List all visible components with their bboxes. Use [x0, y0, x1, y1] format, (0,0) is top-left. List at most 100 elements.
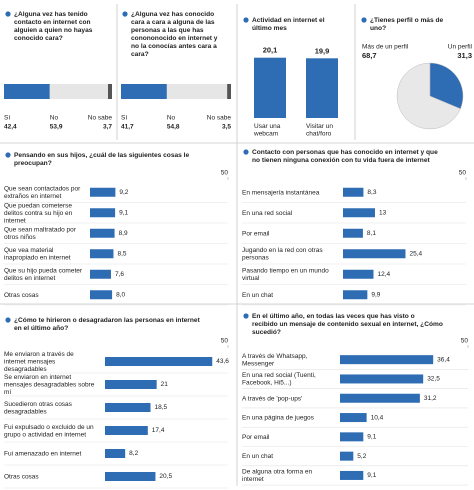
legend-label: No sabe	[88, 115, 113, 122]
bar	[340, 451, 354, 461]
value-label: 5,2	[357, 453, 366, 460]
value-label: 41,7	[121, 124, 134, 131]
value-label: 43,6	[216, 358, 229, 365]
bar	[343, 269, 374, 279]
dividers	[0, 4, 474, 486]
category-label: Que sean maltratado por otros niños	[4, 226, 78, 241]
bar	[306, 58, 338, 118]
bar	[340, 413, 367, 423]
bar-segment	[121, 84, 167, 99]
value-label: 13	[379, 209, 387, 216]
category-label: En un chat	[242, 453, 273, 460]
category-label: A través de 'pop-ups'	[242, 395, 302, 402]
x-tick-label: 50	[221, 170, 229, 177]
value-label: 3,7	[103, 124, 112, 131]
value-label: 8,5	[117, 250, 126, 257]
legend-label: Sí	[4, 115, 10, 122]
category-label: Otras cosas	[4, 291, 39, 298]
legend-label: Sí	[121, 115, 127, 122]
bar	[90, 228, 115, 238]
value-label: 12,4	[378, 271, 391, 278]
title-icon	[243, 17, 249, 23]
bar	[105, 426, 148, 435]
bar	[90, 187, 116, 197]
bar	[105, 472, 156, 481]
value-label: 9,1	[367, 434, 376, 441]
value-label: 31,2	[424, 395, 437, 402]
value-label: 17,4	[152, 427, 165, 434]
category-label: Que su hijo pueda cometer delitos en int…	[4, 267, 84, 282]
category-label: En una red social	[242, 209, 293, 216]
value-label: 53,9	[50, 124, 63, 131]
value-label: 9,9	[371, 291, 380, 298]
bar	[343, 208, 375, 218]
value-label: 9,1	[367, 472, 376, 479]
pie-slice	[396, 62, 461, 130]
value-label: 8,0	[116, 291, 125, 298]
title-icon	[5, 152, 11, 158]
bar	[340, 393, 420, 403]
bar-segment	[4, 84, 50, 99]
value-label: 9,1	[119, 209, 128, 216]
category-label: Me enviaron a través de internet mensaje…	[4, 351, 76, 373]
chart-title: Contacto con personas que has conocido e…	[252, 149, 440, 164]
value-label: 8,3	[367, 189, 376, 196]
bar	[343, 290, 368, 300]
x-tick-label: Visitar un chat/foro	[306, 123, 335, 138]
legend-label: Un perfil	[448, 44, 473, 51]
category-label: En una página de juegos	[242, 414, 315, 421]
chart-title: ¿Alguna vez has conocido cara a cara a a…	[131, 11, 219, 58]
category-label: En una red social (Tuenti, Facebook, Hi5…	[242, 372, 318, 387]
category-label: Por email	[242, 230, 270, 237]
category-label: A través de Whatsapp, Messenger	[242, 353, 309, 368]
category-label: Pasando tiempo en un mundo virtual	[242, 267, 331, 282]
chart-title: ¿Cómo te hirieron o desagradaron las per…	[14, 317, 202, 332]
bar	[105, 403, 151, 412]
bar	[90, 269, 111, 279]
value-label: 8,9	[119, 230, 128, 237]
x-tick-label: 50	[461, 338, 469, 345]
value-label: 25,4	[409, 250, 422, 257]
value-label: 19,9	[315, 46, 330, 55]
title-icon	[361, 17, 367, 23]
bar	[340, 432, 364, 442]
category-label: Fui amenazado en internet	[4, 450, 82, 457]
category-label: Sucedieron otras cosas desagradables	[4, 400, 74, 415]
chart-title: Actividad en internet el último mes	[252, 17, 326, 32]
pie-slice	[429, 62, 464, 110]
bar-segment	[49, 84, 109, 99]
chart-title: Pensando en sus hijos, ¿cuál de las sigu…	[14, 152, 191, 167]
category-label: Por email	[242, 434, 270, 441]
value-label: 9,2	[119, 189, 128, 196]
value-label: 8,2	[129, 450, 138, 457]
title-icon	[122, 11, 128, 17]
category-label: De alguna otra forma en internet	[242, 468, 314, 483]
value-label: 8,1	[367, 230, 376, 237]
category-label: Otras cosas	[4, 473, 39, 480]
category-label: Que sean contactados por extraños en int…	[4, 185, 82, 200]
value-label: 20,1	[263, 46, 278, 55]
category-label: En mensajería instantánea	[242, 189, 320, 196]
bar	[90, 208, 116, 218]
bar	[343, 249, 406, 259]
title-icon	[5, 11, 11, 17]
bar	[105, 449, 126, 458]
bar	[340, 374, 424, 384]
chart-title: En el último año, en todas las veces que…	[252, 313, 445, 336]
bar	[105, 357, 213, 366]
category-label: Se enviaron en internet mensajes desagra…	[4, 374, 96, 396]
title-icon	[5, 317, 11, 323]
value-label: 36,4	[437, 356, 450, 363]
value-label: 31,3	[457, 51, 472, 60]
legend-label: Más de un perfil	[362, 44, 409, 51]
title-icon	[243, 149, 249, 155]
x-tick-label: 50	[459, 170, 467, 177]
legend-label: No sabe	[207, 115, 232, 122]
value-label: 21	[161, 381, 169, 388]
value-label: 18,5	[155, 404, 168, 411]
value-label: 32,5	[427, 376, 440, 383]
category-label: Que puedan cometerse delitos contra su h…	[4, 202, 74, 224]
value-label: 20,5	[159, 473, 172, 480]
value-label: 54,8	[167, 124, 180, 131]
